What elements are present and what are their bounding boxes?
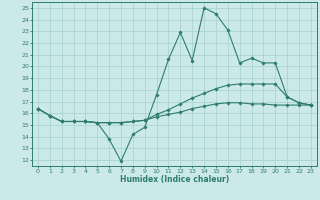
X-axis label: Humidex (Indice chaleur): Humidex (Indice chaleur): [120, 175, 229, 184]
